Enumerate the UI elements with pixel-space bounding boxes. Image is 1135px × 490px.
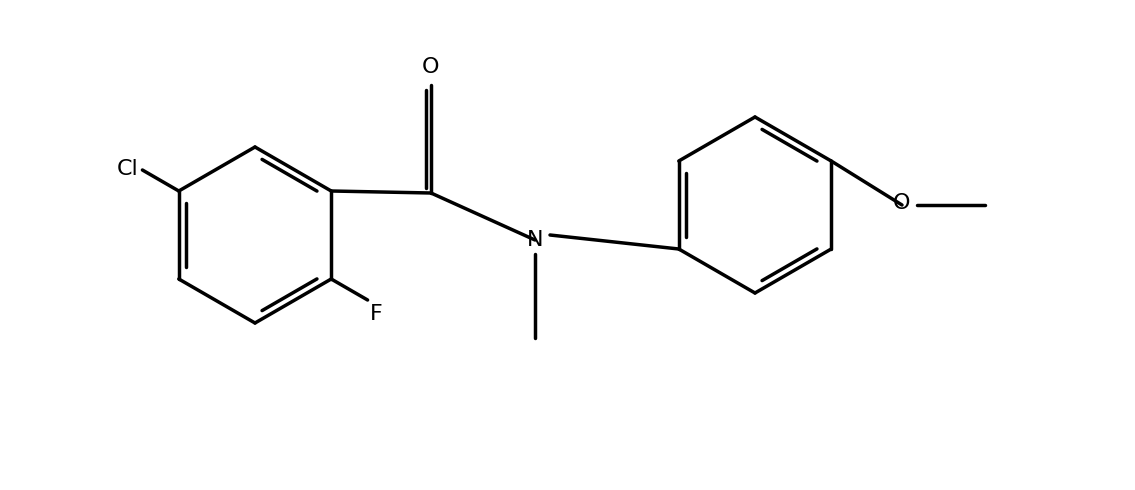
Text: N: N <box>527 230 544 250</box>
Text: O: O <box>893 193 910 213</box>
Text: Cl: Cl <box>117 159 138 179</box>
Text: F: F <box>370 304 382 324</box>
Text: O: O <box>422 57 439 77</box>
